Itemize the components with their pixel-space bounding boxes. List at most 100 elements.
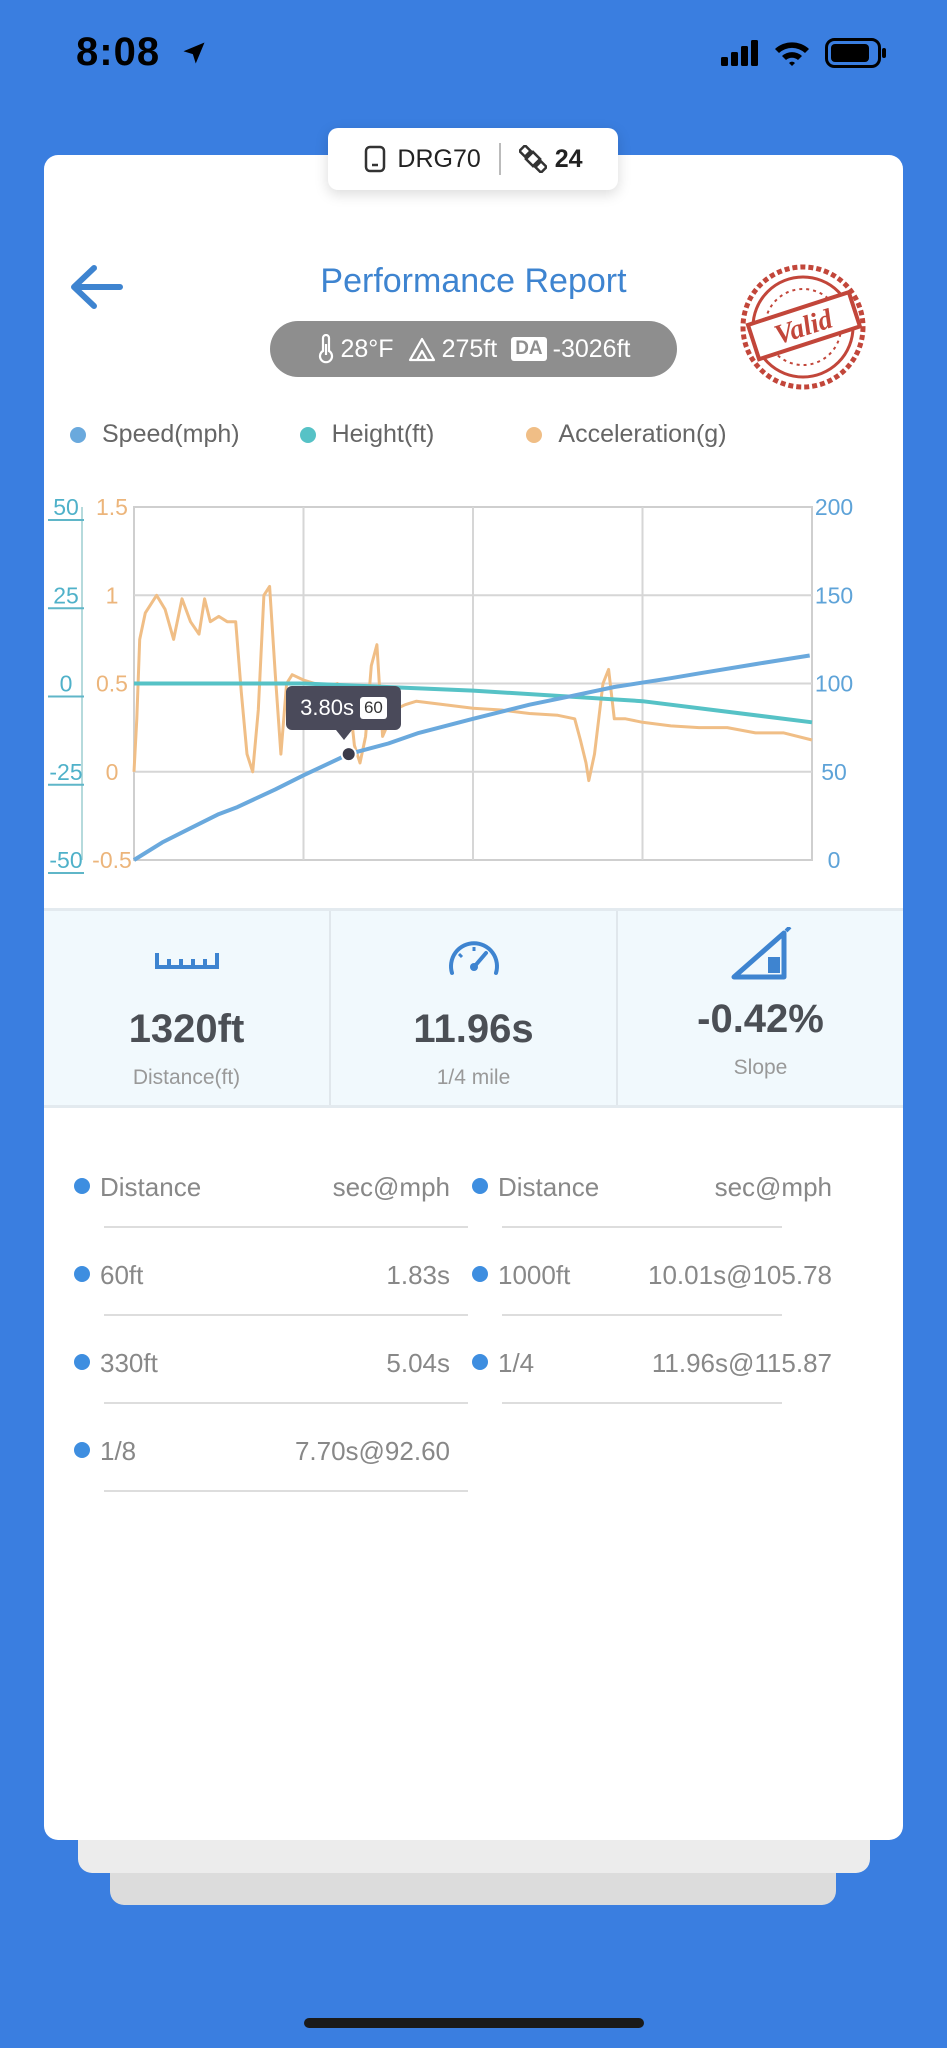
tooltip-speed-badge: 60 [359, 697, 387, 719]
status-time: 8:08 [76, 30, 208, 77]
header-distance-label: Distance [498, 1172, 600, 1202]
split-distance: 1/8 [100, 1436, 137, 1466]
clock-text: 8:08 [76, 30, 161, 74]
acceleration-tick-label: 1.5 [96, 494, 128, 520]
temperature-value: 28°F [340, 334, 394, 363]
stat-distance-value: 1320ft [128, 1007, 245, 1051]
bullet-icon [472, 1354, 488, 1370]
satellite-icon [518, 145, 547, 173]
chart-marker-dot[interactable] [340, 746, 357, 763]
acceleration-tick-label: 1 [106, 582, 119, 608]
legend-dot-speed [70, 426, 86, 443]
temperature-segment: 28°F [317, 334, 394, 364]
back-arrow-icon [71, 265, 123, 309]
legend-item-height[interactable]: Height(ft) [299, 420, 434, 449]
series-line-height [134, 681, 813, 725]
speed-tick-label: 200 [815, 494, 853, 520]
height-tick-label: 50 [53, 494, 79, 520]
splits-header-left: Distance sec@mph [70, 1140, 468, 1228]
split-row: 330ft 5.04s [70, 1316, 468, 1404]
stat-quarter-mile-value: 11.96s [413, 1007, 534, 1051]
stat-quarter-mile: 11.96s 1/4 mile [331, 911, 618, 1105]
split-row: 60ft 1.83s [70, 1228, 468, 1316]
device-name: DRG70 [397, 144, 481, 173]
stat-quarter-mile-label: 1/4 mile [436, 1066, 511, 1089]
chart-legend: Speed(mph) Height(ft) Acceleration(g) [70, 420, 787, 449]
conditions-pill: 28°F 275ft DA -3026ft [270, 321, 677, 377]
legend-item-acceleration[interactable]: Acceleration(g) [526, 420, 727, 449]
bullet-icon [74, 1266, 90, 1282]
speed-tick-label: 50 [821, 759, 847, 785]
bullet-icon [472, 1178, 488, 1194]
battery-icon [825, 38, 886, 68]
header-distance-label: Distance [100, 1172, 202, 1202]
device-icon [365, 145, 386, 173]
wifi-icon [775, 42, 809, 66]
split-row: 1/4 11.96s@115.87 [468, 1316, 832, 1404]
speedometer-icon [448, 941, 499, 975]
device-pill[interactable]: DRG70 24 [328, 128, 618, 190]
height-tick-label: -25 [49, 759, 82, 785]
chart-tooltip: 3.80s 60 [286, 686, 401, 740]
tooltip-time: 3.80s [300, 695, 354, 720]
series-line-speed [132, 653, 811, 862]
split-distance: 1000ft [498, 1260, 571, 1290]
speed-tick-label: 0 [828, 847, 841, 873]
speed-tick-label: 150 [815, 582, 853, 608]
location-arrow-icon [180, 32, 208, 77]
density-altitude-value: -3026ft [552, 334, 631, 363]
height-tick-label: 25 [53, 582, 79, 608]
header-time-label: sec@mph [332, 1172, 450, 1202]
status-bar: 8:08 [0, 0, 947, 110]
splits-header-right: Distance sec@mph [468, 1140, 832, 1228]
back-button[interactable] [66, 262, 126, 312]
split-row: 1000ft 10.01s@105.78 [468, 1228, 832, 1316]
height-axis-ticks: 50 25 0 -25 -50 [48, 494, 84, 874]
ruler-icon [154, 953, 219, 969]
legend-item-speed[interactable]: Speed(mph) [70, 420, 240, 449]
bullet-icon [74, 1178, 90, 1194]
height-tick-label: -50 [49, 847, 82, 873]
signal-icon [721, 40, 758, 66]
slope-icon [731, 927, 791, 980]
row-divider [502, 1226, 782, 1228]
speed-tick-label: 100 [815, 671, 853, 697]
height-tick-label: 0 [60, 671, 73, 697]
legend-dot-acceleration [526, 426, 543, 443]
row-divider [104, 1490, 468, 1492]
legend-label-speed: Speed(mph) [102, 420, 240, 448]
split-time: 10.01s@105.78 [648, 1260, 832, 1290]
bullet-icon [74, 1442, 90, 1458]
density-altitude-segment: DA -3026ft [511, 335, 630, 364]
home-indicator[interactable] [304, 2018, 644, 2028]
page-title: Performance Report [320, 262, 627, 300]
row-divider [104, 1402, 468, 1404]
split-row: 1/8 7.70s@92.60 [70, 1404, 468, 1492]
header-time-label: sec@mph [714, 1172, 832, 1202]
split-time: 1.83s [386, 1260, 450, 1290]
satellite-count: 24 [554, 144, 583, 173]
acceleration-tick-label: -0.5 [92, 847, 132, 873]
pill-divider [498, 143, 501, 175]
bullet-icon [472, 1266, 488, 1282]
stat-slope: -0.42% Slope [618, 911, 903, 1105]
split-time: 5.04s [386, 1348, 450, 1378]
split-distance: 330ft [100, 1348, 158, 1378]
split-time: 7.70s@92.60 [294, 1436, 450, 1466]
row-divider [104, 1314, 468, 1316]
mountain-icon [408, 337, 435, 362]
acceleration-axis-ticks: 1.5 1 0.5 0 -0.5 [92, 494, 132, 873]
split-distance: 60ft [100, 1260, 144, 1290]
summary-stats: 1320ft Distance(ft) 11.96s 1/4 mile -0.4… [44, 908, 903, 1108]
acceleration-tick-label: 0.5 [96, 671, 128, 697]
row-divider [104, 1226, 468, 1228]
performance-chart[interactable]: 50 25 0 -25 -50 1.5 1 0.5 0 -0.5 200 150 100 50 0 [44, 475, 903, 875]
stat-slope-value: -0.42% [697, 997, 824, 1041]
speed-axis-ticks: 200 150 100 50 0 [815, 494, 853, 873]
bullet-icon [74, 1354, 90, 1370]
thermometer-icon [318, 334, 333, 364]
status-icons [721, 38, 887, 68]
stat-slope-label: Slope [733, 1056, 788, 1079]
altitude-segment: 275ft [408, 335, 497, 364]
da-badge: DA [511, 337, 547, 361]
